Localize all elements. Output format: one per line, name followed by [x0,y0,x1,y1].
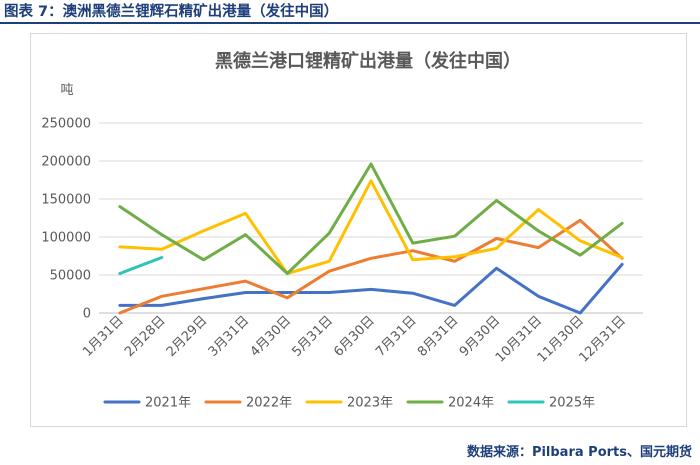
chart-title: 黑德兰港口锂精矿出港量（发往中国） [215,50,521,72]
legend: 2021年 2022年 2023年 2024年 2025年 [103,396,595,411]
series-line [118,162,624,275]
x-tick-label: 3月31日 [206,313,253,360]
y-tick-label: 0 [83,307,91,322]
y-tick-label: 150000 [41,193,91,208]
x-tick-label: 8月31日 [415,313,462,360]
x-tick-label: 2月29日 [164,313,211,360]
series-lines [118,162,624,315]
legend-label: 2021年 [145,396,191,411]
y-axis-unit: 吨 [60,83,73,98]
x-tick-label: 2月28日 [122,313,169,360]
legend-label: 2023年 [347,396,393,411]
x-tick-label: 6月30日 [331,313,378,360]
source-note: 数据来源：Pilbara Ports、国元期货 [466,445,692,460]
chart-frame: 黑德兰港口锂精矿出港量（发往中国） 吨 0 50000 100000 150000 20… [30,33,687,427]
series-line [118,218,624,315]
legend-label: 2024年 [448,396,494,411]
figure-caption: 图表 7：澳洲黑德兰锂辉石精矿出港量（发往中国） [4,4,339,20]
line-chart: 黑德兰港口锂精矿出港量（发往中国） 吨 0 50000 100000 150000 20… [41,50,643,411]
gridlines [99,122,643,314]
series-line [118,262,624,315]
y-tick-label: 250000 [41,117,91,132]
x-tick-labels: 1月31日2月28日2月29日3月31日4月30日5月31日6月30日7月31日… [80,313,629,365]
caption-divider [0,22,700,24]
x-tick-label: 7月31日 [373,313,420,360]
series-line [118,179,624,275]
series-line [118,256,164,275]
y-tick-label: 100000 [41,231,91,246]
legend-label: 2022年 [246,396,292,411]
x-tick-label: 4月30日 [248,313,295,360]
y-tick-label: 200000 [41,155,91,170]
x-tick-label: 12月31日 [577,313,629,365]
y-tick-labels: 0 50000 100000 150000 200000 250000 [41,117,91,322]
y-tick-label: 50000 [50,269,91,284]
legend-label: 2025年 [549,396,595,411]
x-tick-label: 5月31日 [289,313,336,360]
